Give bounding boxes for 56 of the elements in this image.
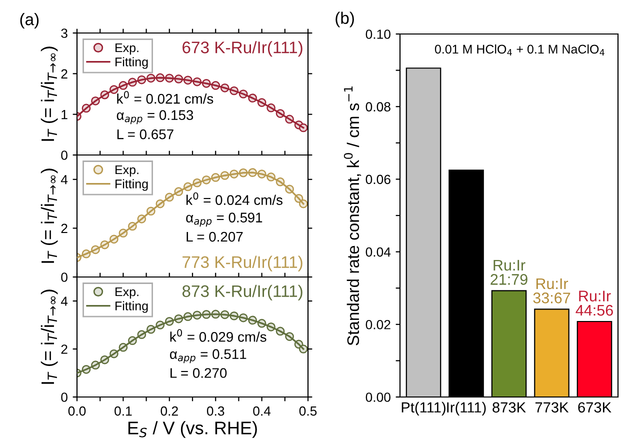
data-label: Ru:Ir 33:67: [533, 278, 570, 304]
legend-label: Exp.: [116, 43, 138, 55]
y-axis-title: Standard rate constant, k$^{0}$ / cm s$^{−1}$: [344, 86, 362, 346]
y-axis-title: I$_{T}$ (= i$_{T}$/i$_{T→∞}$): [40, 168, 58, 263]
annotation: 773 K-Ru/Ir(111): [182, 256, 302, 272]
legend-label: Fitting: [116, 57, 148, 69]
y-tick-label: 0.00: [366, 392, 390, 402]
annotation: α$_{app}$ = 0.591: [186, 212, 262, 227]
y-tick-label: 1: [62, 110, 68, 120]
y-tick-label: 0: [61, 272, 68, 282]
annotation: k$^{0}$ = 0.021 cm/s: [117, 91, 214, 104]
x-tick-label: 673K: [578, 402, 612, 413]
y-tick-label: 3: [61, 28, 68, 38]
x-tick-label: 0.4: [253, 406, 271, 416]
x-tick-label: 873K: [492, 402, 526, 413]
annotation: 873 K-Ru/Ir(111): [182, 284, 302, 300]
y-axis-title: I$_{T}$ (= i$_{T}$/i$_{T→∞}$): [40, 46, 58, 141]
text: (a): [20, 13, 39, 29]
y-tick-label: 0: [61, 392, 68, 402]
y-tick-label: 0.02: [366, 320, 390, 330]
x-tick-label: 0.3: [206, 406, 224, 416]
x-tick-label: 0.5: [299, 406, 317, 416]
legend-label: Fitting: [116, 301, 148, 313]
annotation: L = 0.207: [186, 232, 243, 242]
annotation: 0.01 M HClO$_{4}$ + 0.1 M NaClO$_{4}$: [434, 44, 604, 56]
data-label: Ru:Ir 21:79: [490, 260, 528, 285]
legend-label: Exp.: [116, 165, 138, 177]
annotation: k$^{0}$ = 0.024 cm/s: [186, 192, 282, 205]
annotation: 673 K-Ru/Ir(111): [182, 41, 302, 57]
x-tick-label: 0.1: [114, 406, 132, 416]
legend-label: Fitting: [116, 179, 148, 191]
legend-label: Exp.: [116, 287, 138, 299]
y-tick-label: 0.04: [366, 247, 391, 257]
x-tick-label: Pt(111): [402, 402, 446, 416]
annotation: k$^{0}$ = 0.029 cm/s: [170, 329, 266, 342]
x-axis-title: E$_{S}$ / V (vs. RHE): [128, 421, 257, 438]
y-tick-label: 0.10: [366, 30, 390, 39]
y-tick-label: 2: [61, 69, 68, 78]
annotation: L = 0.270: [170, 368, 227, 378]
y-tick-label: 0.08: [366, 102, 390, 112]
y-tick-label: 0.06: [366, 174, 390, 184]
annotation: α$_{app}$ = 0.511: [170, 349, 246, 364]
x-tick-label: 0.2: [160, 406, 178, 416]
annotation: α$_{app}$ = 0.153: [116, 110, 194, 124]
x-tick-label: 0.0: [68, 406, 86, 416]
text: (b): [336, 12, 354, 28]
y-tick-label: 0: [61, 150, 68, 160]
x-tick-label: Ir(111): [447, 402, 486, 416]
y-tick-label: 4: [60, 175, 68, 184]
y-tick-label: 4: [60, 296, 68, 306]
x-tick-label: 773K: [535, 402, 569, 413]
y-tick-label: 2: [61, 224, 68, 233]
annotation: L = 0.657: [117, 129, 174, 140]
y-tick-label: 2: [61, 344, 68, 354]
data-label: Ru:Ir 44:56: [576, 290, 613, 316]
y-axis-title: I$_{T}$ (= i$_{T}$/i$_{T→∞}$): [40, 290, 58, 384]
